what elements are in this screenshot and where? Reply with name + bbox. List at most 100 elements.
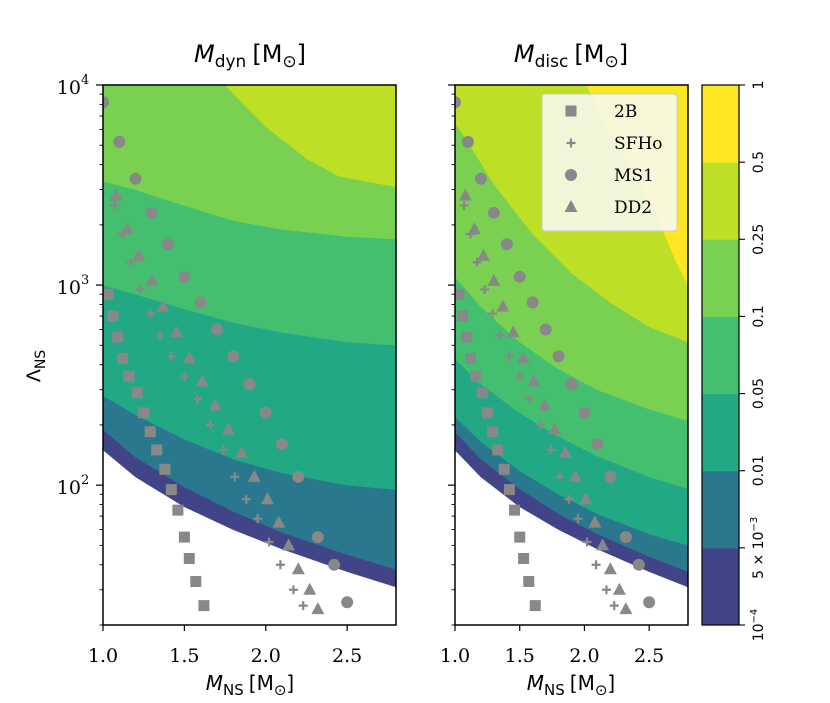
- marker-sfho-3: [135, 285, 145, 295]
- marker-2b-5: [131, 387, 143, 399]
- marker-sfho-15: [275, 560, 285, 570]
- legend-marker-2b: [565, 105, 577, 117]
- ticks-dyn: 1.0 1.5 2.0 2.5 102 103 104: [57, 73, 363, 667]
- marker-ms1-7: [210, 323, 223, 336]
- marker-dd2-12: [260, 492, 274, 505]
- colorbar: 10−4 5 × 10−3 0.01 0.05 0.1 0.25 0.5 1: [701, 81, 767, 641]
- x-tick-label: 2.0: [569, 645, 599, 667]
- legend-marker-ms1: [565, 169, 577, 181]
- marker-ms1-8: [552, 350, 565, 363]
- marker-ms1-15: [341, 596, 354, 609]
- marker-sfho-12: [241, 494, 251, 504]
- y-tick-label: 104: [57, 73, 89, 99]
- legend-label: DD2: [614, 198, 652, 218]
- marker-dd2-1: [120, 222, 134, 235]
- marker-2b-4: [470, 370, 482, 382]
- marker-2b-12: [514, 531, 526, 543]
- colorbar-band-3: [702, 316, 739, 395]
- legend-label: 2B: [614, 102, 637, 122]
- x-tick-label: 2.5: [332, 645, 362, 667]
- marker-dd2-15: [603, 562, 617, 575]
- axes-frame-disc: [454, 84, 689, 626]
- marker-dd2-5: [169, 325, 183, 338]
- marker-2b-11: [172, 504, 184, 516]
- marker-dd2-13: [272, 515, 286, 528]
- marker-dd2-4: [496, 299, 510, 312]
- marker-dd2-10: [234, 445, 248, 458]
- marker-ms1-4: [162, 238, 175, 251]
- marker-ms1-3: [145, 206, 158, 219]
- colorbar-band-5: [702, 162, 739, 240]
- legend-entry-ms1: MS1: [565, 166, 654, 186]
- marker-2b-0: [455, 288, 465, 300]
- marker-ms1-2: [129, 172, 142, 185]
- marker-sfho-7: [179, 371, 189, 381]
- marker-ms1-10: [578, 406, 591, 419]
- marker-dd2-7: [195, 374, 209, 387]
- colorbar-band-6: [702, 85, 739, 163]
- marker-2b-13: [518, 552, 530, 564]
- x-tick-label: 1.5: [505, 645, 535, 667]
- marker-2b-0: [103, 288, 114, 300]
- marker-2b-7: [144, 426, 156, 438]
- panel-title-dyn: Mdyn [M⊙]: [194, 40, 306, 72]
- panel-dyn: 1.0 1.5 2.0 2.5 102 103 104: [57, 73, 397, 667]
- marker-ms1-0: [103, 96, 109, 109]
- marker-dd2-13: [588, 515, 602, 528]
- marker-ms1-14: [632, 558, 645, 571]
- marker-dd2-9: [548, 422, 562, 435]
- marker-dd2-0: [458, 188, 472, 201]
- marker-sfho-3: [480, 285, 490, 295]
- marker-sfho-2: [126, 257, 136, 267]
- colorbar-tick-label: 0.05: [751, 378, 767, 409]
- marker-dd2-11: [247, 469, 261, 482]
- marker-2b-12: [178, 531, 190, 543]
- legend-marker-sfho: [566, 138, 576, 148]
- legend-box: [541, 93, 678, 232]
- marker-dd2-9: [221, 422, 235, 435]
- x-tick-label: 2.0: [251, 645, 281, 667]
- marker-dd2-6: [517, 351, 531, 364]
- colorbar-tick-label: 0.25: [751, 224, 767, 255]
- marker-dd2-10: [558, 445, 572, 458]
- marker-sfho-12: [564, 494, 574, 504]
- marker-2b-4: [123, 370, 135, 382]
- contour-band-0_25: [224, 85, 396, 188]
- contours-dyn: [103, 85, 396, 625]
- legend-label: SFHo: [614, 134, 663, 154]
- colorbar-band-0: [702, 547, 739, 626]
- marker-2b-15: [198, 600, 210, 612]
- marker-2b-9: [159, 463, 171, 475]
- marker-2b-3: [465, 352, 477, 364]
- legend-marker-dd2: [564, 200, 578, 212]
- colorbar-tick-label: 5 × 10−3: [749, 517, 767, 579]
- x-tick-label: 1.5: [169, 645, 199, 667]
- marker-sfho-4: [145, 309, 155, 319]
- marker-ms1-11: [276, 438, 289, 451]
- marker-ms1-11: [591, 438, 604, 451]
- marker-2b-14: [190, 575, 202, 587]
- marker-sfho-4: [488, 309, 498, 319]
- panel-title-disc: Mdisc [M⊙]: [514, 40, 628, 72]
- marker-ms1-7: [539, 323, 552, 336]
- marker-ms1-5: [178, 270, 191, 283]
- axes-frame-dyn: [102, 84, 397, 626]
- marker-dd2-11: [568, 469, 582, 482]
- colorbar-band-4: [702, 239, 739, 317]
- marker-2b-1: [457, 310, 469, 322]
- marker-dd2-1: [467, 222, 481, 235]
- marker-2b-1: [107, 310, 119, 322]
- marker-ms1-6: [194, 296, 207, 309]
- marker-sfho-15: [591, 560, 601, 570]
- marker-2b-8: [151, 444, 163, 456]
- colorbar-tick-label: 0.1: [751, 305, 767, 327]
- marker-sfho-14: [582, 537, 592, 547]
- marker-sfho-8: [192, 394, 202, 404]
- marker-sfho-11: [230, 472, 240, 482]
- marker-sfho-13: [573, 514, 583, 524]
- marker-sfho-13: [253, 514, 263, 524]
- marker-dd2-7: [527, 374, 541, 387]
- x-tick-label: 1.0: [88, 645, 118, 667]
- marker-dd2-2: [476, 248, 490, 261]
